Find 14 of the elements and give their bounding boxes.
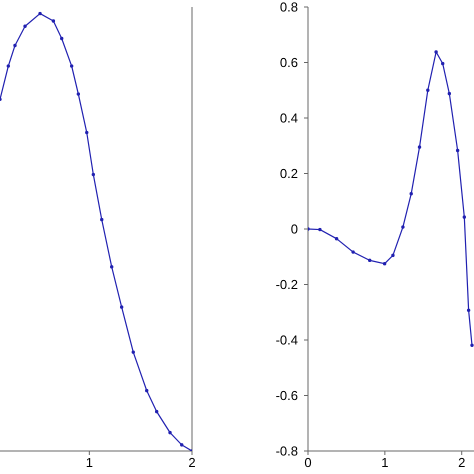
y-tick-label: -0.4	[276, 332, 298, 348]
x-tick-label: 1	[381, 455, 388, 470]
y-tick-label: 0.6	[280, 55, 298, 70]
y-tick-label: 0.2	[280, 166, 298, 182]
y-tick-label: 0	[290, 222, 298, 237]
y-tick-label: -0.6	[276, 388, 298, 404]
y-tick-label: -0.2	[276, 277, 298, 292]
y-tick-label: 0.8	[280, 0, 298, 15]
y-tick-label: 0.4	[280, 110, 298, 126]
x-tick-label: 1	[86, 455, 93, 470]
x-tick-label: 0	[304, 455, 312, 470]
y-tick-label: -0.8	[276, 444, 298, 459]
x-tick-label: 2	[188, 455, 196, 470]
x-tick-label: 2	[458, 455, 466, 470]
